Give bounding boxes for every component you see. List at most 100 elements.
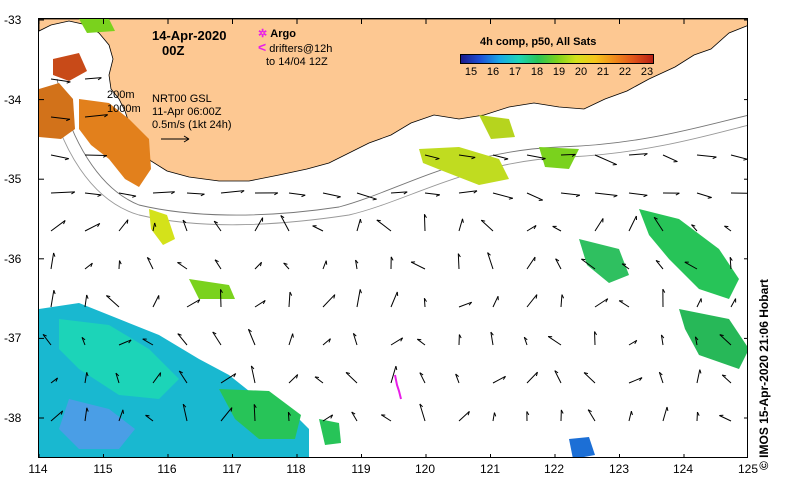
current-vector-head [535,294,538,299]
current-vector-head [390,256,394,261]
current-vector [621,263,630,270]
current-vector [50,220,66,232]
current-vector [50,290,55,308]
current-vector-head [287,411,291,416]
current-vector-head [630,411,633,416]
current-vector [458,154,476,158]
current-vector-head [400,337,404,342]
current-vector [322,338,331,346]
current-vector [655,260,664,270]
current-vector-head [435,194,440,197]
current-vector-head [699,369,702,374]
current-vector [220,373,236,384]
current-vector [526,256,536,270]
current-vector [213,220,222,232]
current-vector [152,222,156,232]
map-canvas [39,19,747,457]
vector-scale-label: 0.5m/s (1kt 24h) [152,119,232,131]
current-vector [730,298,737,308]
current-vector-head [613,195,618,198]
current-vector [560,294,563,308]
nrt-date: 11-Apr 06:00Z [152,106,222,118]
current-vector-head [560,409,564,414]
current-vector [492,154,509,160]
current-vector-head [490,331,494,336]
current-vector [182,404,188,422]
drifter-icon: < [258,39,267,55]
current-vector [219,289,222,308]
current-vector-head [621,263,627,265]
current-vector-head [504,158,509,161]
map-date: 14-Apr-2020 00Z [152,28,226,58]
current-vector [417,338,426,346]
temperature-colorbar-icon [460,54,654,64]
lat-tick-label: -37 [4,331,22,345]
current-vector [455,373,460,384]
current-vector [587,409,596,422]
current-vector [490,331,494,346]
current-vector-head [695,336,699,341]
current-vector-head [423,297,427,302]
current-vector-head [634,340,638,345]
current-vector-head [66,118,71,122]
current-vector-head [90,262,93,267]
current-vector-head [719,334,724,337]
current-vector [118,219,129,232]
current-vector-head [502,376,506,380]
current-vector [719,334,732,346]
current-vector-head [666,406,669,411]
current-vector [660,334,664,346]
current-vector-head [289,291,293,296]
nrt-info: NRT00 GSL 11-Apr 06:00Z 0.5m/s (1kt 24h) [152,93,231,132]
current-vector-head [457,253,461,258]
vector-scale-arrow [161,135,190,143]
lat-tick-label: -33 [4,13,22,27]
current-vector [691,224,698,232]
current-vector-head [487,252,491,256]
isobath-200m-label: 200m [107,89,135,101]
current-vector [684,261,698,270]
isobath-legend: 200m 1000m [107,88,141,116]
current-vector-head [655,259,660,263]
current-vector-head [200,193,205,197]
current-vector-head [419,372,424,376]
current-vector [178,370,188,384]
current-vector-head [462,218,464,223]
current-vector [526,192,543,201]
current-vector [526,294,538,308]
current-vector [628,377,643,384]
current-vector [356,218,361,232]
current-vector-head [71,191,76,195]
current-vector [288,374,299,384]
current-vector-head [555,258,560,262]
current-vector-head [314,376,319,378]
current-vector-head [575,194,581,198]
current-vector-head [493,412,497,417]
current-vector-head [707,196,712,199]
current-vector-head [274,192,279,196]
current-vector [523,337,528,346]
current-vector-head [213,220,218,224]
current-vector-head [126,219,129,224]
current-vector-head [455,373,459,378]
colorbar-tick: 15 [464,66,478,78]
lon-tick-label: 119 [351,462,371,476]
current-vector [84,294,88,308]
current-vector [50,191,75,194]
current-vector-head [696,411,700,416]
current-vector-head [214,259,219,263]
drifters-date: to 14/04 12Z [266,56,328,68]
current-vector-head [197,299,201,304]
current-vector-head [535,372,538,377]
current-vector [618,300,630,308]
current-vector [152,295,160,308]
current-vector [312,225,324,232]
current-vector [283,262,290,270]
current-vector [410,261,426,270]
current-vector [492,192,513,199]
current-vector [186,299,201,308]
current-vector-head [66,81,71,84]
current-vector-head [296,374,299,379]
current-vector [526,154,546,159]
current-vector-head [328,338,331,343]
